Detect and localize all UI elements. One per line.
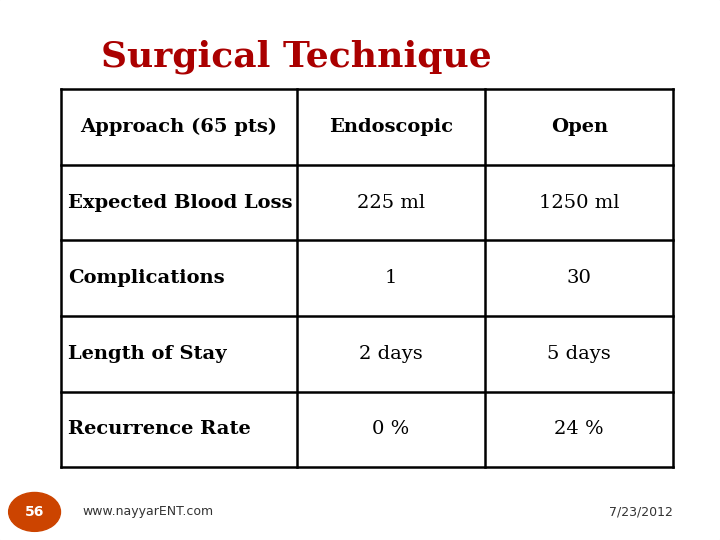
Text: 5 days: 5 days [547, 345, 611, 363]
Text: 1250 ml: 1250 ml [539, 193, 619, 212]
Text: 56: 56 [25, 505, 44, 519]
Text: 2 days: 2 days [359, 345, 423, 363]
Text: Expected Blood Loss: Expected Blood Loss [68, 193, 293, 212]
Text: Open: Open [551, 118, 608, 136]
Text: 1: 1 [385, 269, 397, 287]
Text: Surgical Technique: Surgical Technique [101, 39, 492, 74]
Text: www.nayyarENT.com: www.nayyarENT.com [83, 505, 214, 518]
Text: Length of Stay: Length of Stay [68, 345, 227, 363]
Text: 7/23/2012: 7/23/2012 [609, 505, 673, 518]
Text: 225 ml: 225 ml [357, 193, 425, 212]
Circle shape [9, 492, 60, 531]
Text: Recurrence Rate: Recurrence Rate [68, 420, 251, 438]
Text: Endoscopic: Endoscopic [329, 118, 453, 136]
Text: Complications: Complications [68, 269, 225, 287]
Text: 30: 30 [567, 269, 592, 287]
Text: Approach (65 pts): Approach (65 pts) [81, 118, 277, 136]
Text: 0 %: 0 % [372, 420, 410, 438]
Text: 24 %: 24 % [554, 420, 604, 438]
